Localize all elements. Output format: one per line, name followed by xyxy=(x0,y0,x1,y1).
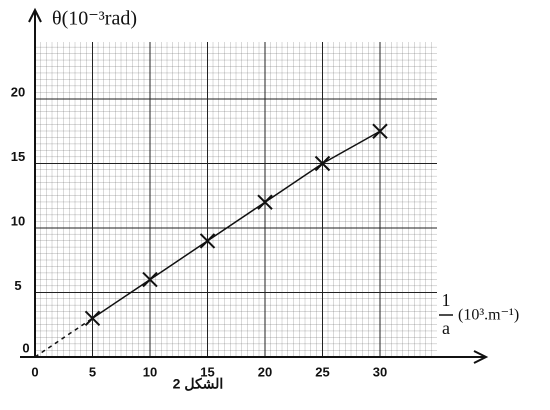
caption: الشكل 2 xyxy=(173,376,224,392)
x-tick-label: 5 xyxy=(89,364,96,379)
data-line xyxy=(92,130,381,319)
origin-label: 0 xyxy=(22,340,29,355)
y-tick-label: 10 xyxy=(11,213,25,228)
extrapolation xyxy=(34,317,93,358)
x-tick-label: 25 xyxy=(315,364,329,379)
data-point xyxy=(314,155,331,172)
data-point xyxy=(142,271,158,288)
x-tick-label: 15 xyxy=(200,364,214,379)
y-tick-label: 5 xyxy=(14,278,21,293)
x-arrow xyxy=(473,350,489,364)
x-tick-label: 20 xyxy=(258,364,272,379)
x-tick-label: 10 xyxy=(143,364,157,379)
x-label-numerator: 1 xyxy=(442,290,451,310)
x-unit: (10³.m⁻¹) xyxy=(458,307,519,324)
y-tick-label: 15 xyxy=(11,149,25,164)
plot xyxy=(34,123,388,358)
data-point xyxy=(199,233,216,249)
x-label-denominator: a xyxy=(442,318,450,338)
x-tick-label: 30 xyxy=(373,364,387,379)
y-axis-label: θ(10⁻³rad) xyxy=(52,8,137,30)
data-point xyxy=(257,194,273,210)
data-point xyxy=(372,123,388,139)
graph-paper xyxy=(35,42,437,357)
y-arrow xyxy=(28,7,42,23)
data-point xyxy=(84,310,101,327)
x-tick-label: 0 xyxy=(31,364,38,379)
y-tick-label: 20 xyxy=(11,84,25,99)
